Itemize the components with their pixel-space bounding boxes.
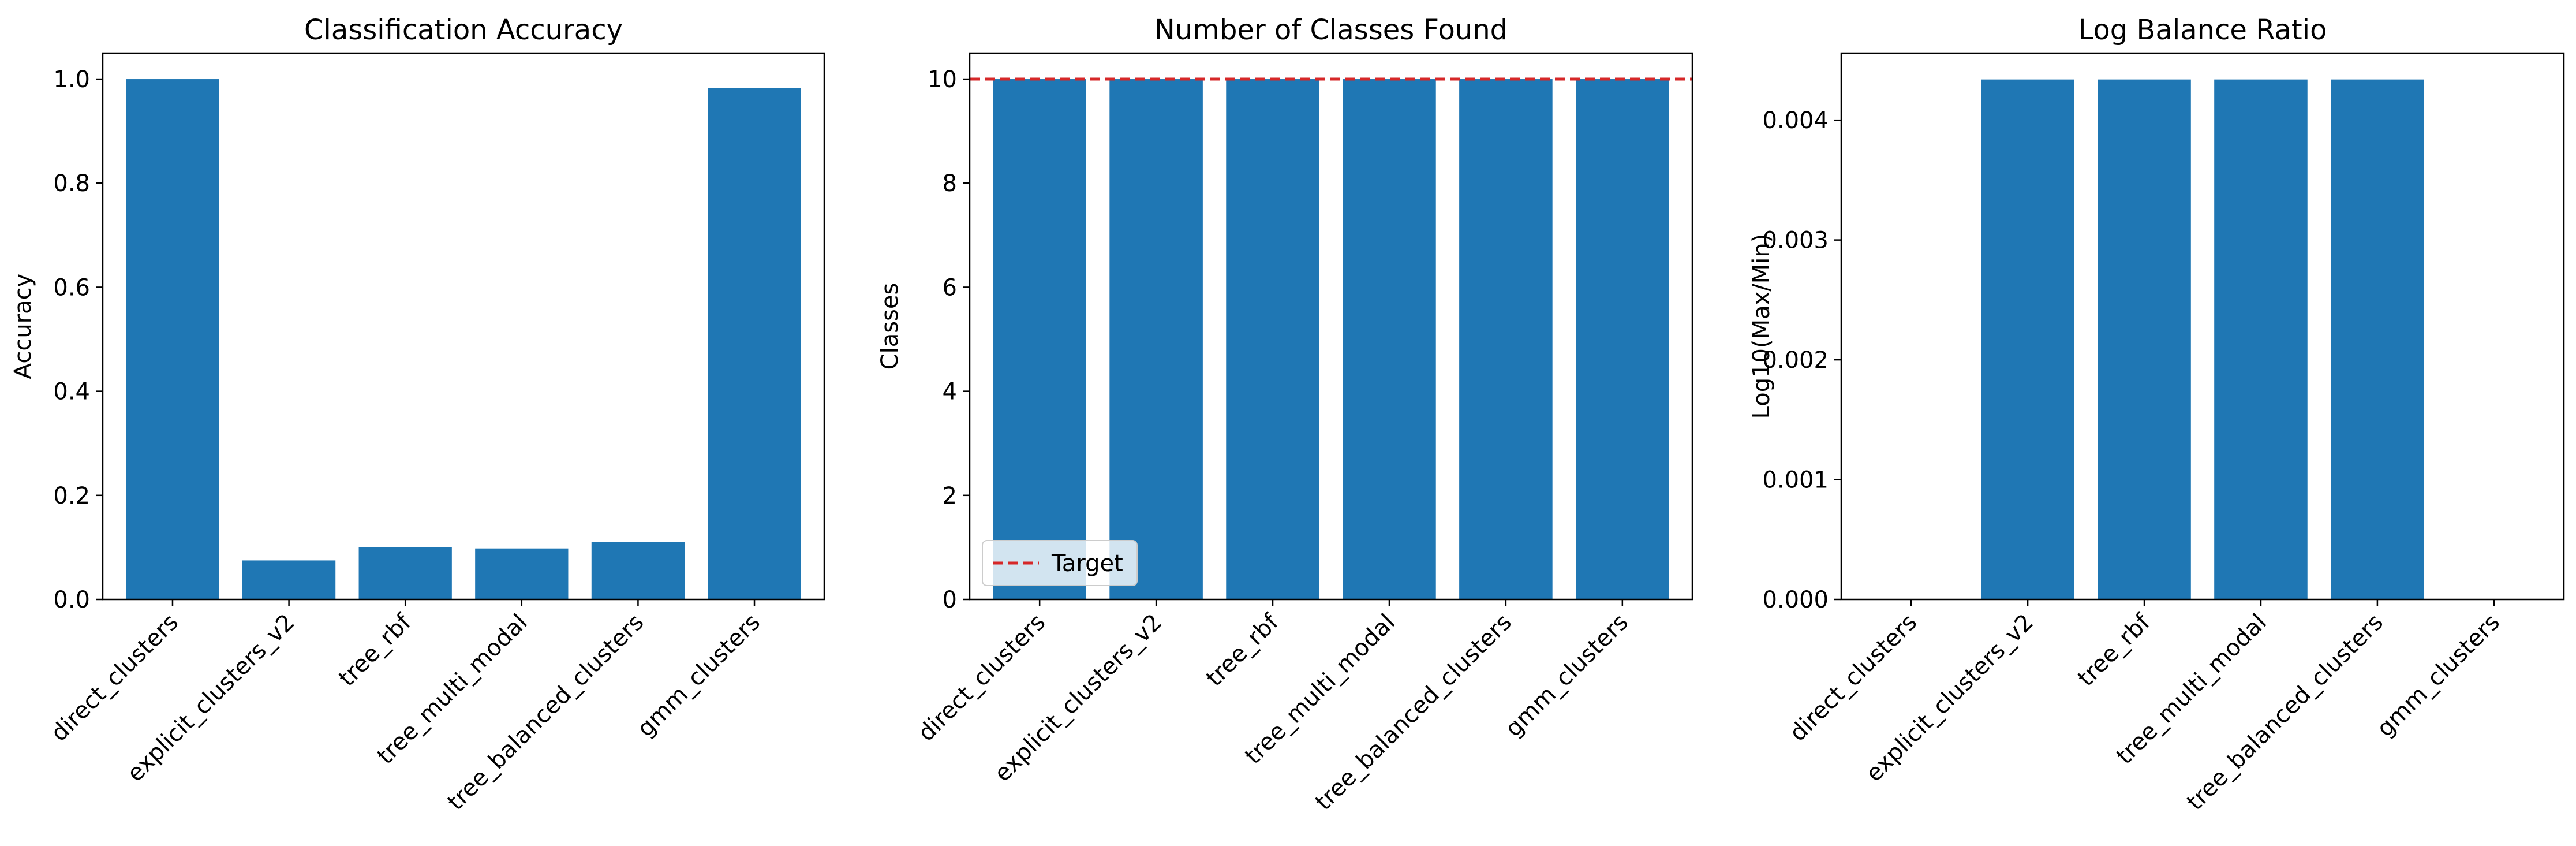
bar-gmm-clusters xyxy=(708,88,801,599)
bar-tree-rbf xyxy=(2098,79,2191,599)
axes-frame xyxy=(102,52,825,601)
bar-tree-multi-modal xyxy=(475,548,569,599)
chart-title: Classification Accuracy xyxy=(304,14,623,46)
bar-explicit-clusters-v2 xyxy=(242,560,336,599)
y-axis-label: Classes xyxy=(877,283,903,370)
bar-tree-multi-modal xyxy=(1343,79,1436,600)
y-tick-label: 2 xyxy=(943,483,957,509)
chart-panel-3: 0.000 0.001 0.002 0.003 0.004 direct_clusters… xyxy=(1748,14,2565,816)
x-tick-label-gmm-clusters: gmm_clusters xyxy=(2372,609,2505,743)
y-tick-label: 0.8 xyxy=(53,170,90,197)
axes-frame xyxy=(969,52,1693,601)
legend-label: Target xyxy=(1051,550,1123,577)
bar-direct-clusters xyxy=(993,79,1086,600)
y-tick-label: 0.003 xyxy=(1762,228,1829,254)
axes-frame xyxy=(1840,52,2565,601)
x-tick-label-tree-balanced-clusters: tree_balanced_clusters xyxy=(1310,609,1517,816)
chart-title: Number of Classes Found xyxy=(1154,14,1508,46)
y-tick-label: 0.000 xyxy=(1762,587,1829,613)
bar-tree-balanced-clusters xyxy=(2331,79,2424,599)
bar-direct-clusters xyxy=(126,79,219,600)
y-tick-label: 0.2 xyxy=(53,483,90,509)
bar-tree-multi-modal xyxy=(2214,79,2308,599)
x-tick-label-tree-balanced-clusters: tree_balanced_clusters xyxy=(443,609,649,816)
chart-panel-1: 0.00.20.40.60.81.0direct_clustersexplici… xyxy=(10,14,825,816)
x-tick-label-tree-rbf: tree_rbf xyxy=(334,609,417,692)
bar-tree-rbf xyxy=(1226,79,1319,600)
chart-title: Log Balance Ratio xyxy=(2078,14,2327,46)
x-tick-label-tree-balanced-clusters: tree_balanced_clusters xyxy=(2182,609,2388,816)
y-tick-label: 0.002 xyxy=(1762,347,1829,374)
bar-tree-balanced-clusters xyxy=(1459,79,1553,600)
bar-tree-balanced-clusters xyxy=(591,542,685,599)
x-tick-label-tree-rbf: tree_rbf xyxy=(1201,609,1284,692)
y-tick-label: 0.4 xyxy=(53,379,90,405)
y-tick-label: 0.0 xyxy=(53,587,90,613)
bar-gmm-clusters xyxy=(1576,79,1669,600)
y-tick-label: 0 xyxy=(943,587,957,613)
legend-box xyxy=(982,540,1138,586)
x-tick-label-gmm-clusters: gmm_clusters xyxy=(632,609,765,743)
y-axis-label: Accuracy xyxy=(10,274,36,379)
x-tick-label-direct-clusters: direct_clusters xyxy=(46,609,184,747)
x-tick-label-gmm-clusters: gmm_clusters xyxy=(1500,609,1633,743)
chart-panel-2: Target0246810direct_clustersexplicit_clu… xyxy=(877,14,1693,816)
bar-explicit-clusters-v2 xyxy=(1109,79,1203,600)
x-tick-label-tree-rbf: tree_rbf xyxy=(2073,609,2156,692)
y-tick-label: 4 xyxy=(943,379,957,405)
x-tick-label-direct-clusters: direct_clusters xyxy=(913,609,1050,747)
bar-explicit-clusters-v2 xyxy=(1981,79,2074,599)
y-tick-label: 0.004 xyxy=(1762,107,1829,134)
y-tick-label: 8 xyxy=(943,170,957,197)
y-tick-label: 6 xyxy=(943,274,957,301)
bar-tree-rbf xyxy=(358,547,452,599)
y-axis-label: Log10(Max/Min) xyxy=(1748,234,1775,419)
y-tick-label: 1.0 xyxy=(53,66,90,93)
y-tick-label: 0.001 xyxy=(1762,467,1829,494)
x-tick-label-direct-clusters: direct_clusters xyxy=(1785,609,1922,747)
y-tick-label: 10 xyxy=(928,66,957,93)
legend: Target xyxy=(982,540,1138,586)
y-tick-label: 0.6 xyxy=(53,274,90,301)
